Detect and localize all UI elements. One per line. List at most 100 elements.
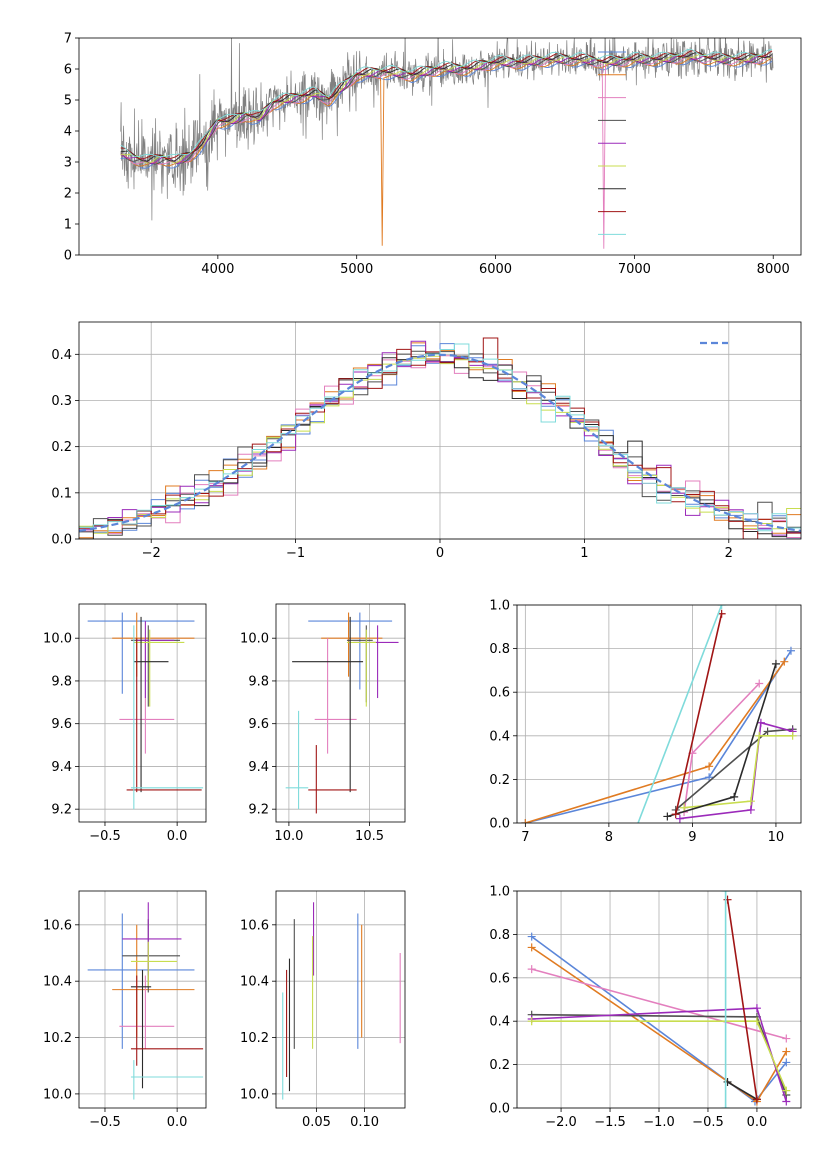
series-marker (780, 657, 789, 666)
series-line-7 (727, 1081, 758, 1100)
data-point (119, 638, 175, 754)
plot-area (527, 891, 791, 1108)
model-curve-6 (120, 53, 773, 164)
legend (598, 51, 626, 235)
x-tick-label: 0.0 (167, 829, 188, 844)
series-marker (723, 895, 732, 904)
y-tick-label: 10.6 (240, 918, 269, 933)
series-marker (680, 803, 689, 812)
series-marker (527, 965, 536, 974)
normal-reference-curve (79, 353, 801, 532)
series-line-9 (637, 605, 723, 823)
x-tick-label: 8000 (757, 262, 790, 277)
histogram-9 (79, 343, 801, 532)
y-tick-label: 9.2 (248, 803, 269, 818)
observed-spectrum (120, 38, 774, 221)
data-point (308, 745, 357, 814)
y-tick-label: 9.4 (51, 760, 72, 775)
y-tick-label: 9.8 (248, 674, 269, 689)
chart-residuals: −2 −1 0 1 2 0.0 0.1 0.2 0.3 0.4 (51, 321, 802, 561)
x-tick-label: 8 (605, 830, 613, 845)
plot-area (87, 902, 204, 1100)
y-tick-label: 0.2 (51, 440, 72, 455)
series-marker (527, 943, 536, 952)
y-tick-label: 10.0 (43, 1087, 72, 1102)
model-curve-9 (120, 48, 773, 158)
series-marker (721, 1104, 730, 1108)
series-marker (752, 1004, 761, 1013)
x-tick-label: −2.0 (545, 1115, 577, 1130)
data-point (130, 1060, 204, 1100)
y-tick-label: 9.4 (248, 760, 269, 775)
x-tick-label: 0.0 (747, 1115, 768, 1130)
series-marker (730, 792, 739, 801)
series-marker (675, 814, 684, 823)
axes-frame (78, 321, 802, 540)
y-tick-label: 0.0 (489, 817, 510, 832)
plot-area (282, 902, 401, 1100)
x-tick-label: 5000 (340, 262, 373, 277)
y-tick-label: 9.6 (51, 717, 72, 732)
series-marker (630, 830, 638, 838)
plot-area (521, 605, 797, 838)
series-marker (746, 797, 755, 806)
chart-massweight-vs-age: 7 8 9 10 0.0 0.2 0.4 0.6 0.8 1.0 (489, 599, 802, 845)
axes-frame (78, 603, 207, 823)
chart-age-vs-mass: 10.0 10.5 9.2 9.4 9.6 9.8 10.0 (240, 603, 406, 844)
series-marker (763, 727, 772, 736)
y-tick-label: 0.4 (51, 348, 72, 363)
y-tick-label: 10.2 (43, 1031, 72, 1046)
axes-frame (78, 890, 207, 1109)
plot-area (285, 612, 399, 814)
data-point (321, 612, 383, 677)
x-tick-label: −1.0 (643, 1115, 675, 1130)
y-tick-label: 3 (64, 156, 72, 171)
y-tick-label: 0.4 (489, 729, 510, 744)
x-tick-label: 4000 (201, 262, 234, 277)
x-tick-label: −1.5 (594, 1115, 626, 1130)
y-tick-label: 7 (64, 32, 72, 47)
model-curve-8 (120, 50, 773, 160)
x-tick-label: 9 (688, 830, 696, 845)
series-marker (527, 932, 536, 941)
data-point (346, 629, 376, 707)
series-line-2 (525, 661, 785, 823)
y-tick-label: 0 (64, 249, 72, 264)
series-marker (782, 1034, 791, 1043)
model-curve-3 (120, 56, 773, 249)
series-line-6 (684, 735, 793, 809)
y-tick-label: 10.0 (240, 632, 269, 647)
x-tick-label: 10 (768, 830, 785, 845)
axes-frame (78, 37, 802, 256)
series-marker (671, 810, 680, 819)
series-marker (782, 1058, 791, 1067)
y-tick-label: 0.6 (489, 971, 510, 986)
axes-frame (275, 890, 406, 1109)
x-tick-label: 2 (725, 546, 733, 561)
chart-mass-vs-Z: −0.5 0.0 10.0 10.2 10.4 10.6 (43, 890, 207, 1130)
series-marker (752, 1095, 761, 1104)
y-tick-label: 0.8 (489, 642, 510, 657)
series-marker (746, 805, 755, 814)
x-tick-label: −0.5 (692, 1115, 724, 1130)
x-tick-label: −2 (142, 546, 161, 561)
plot-area (120, 38, 774, 249)
y-tick-label: 1.0 (489, 599, 510, 614)
y-tick-label: 9.6 (248, 717, 269, 732)
series-marker (752, 1017, 761, 1026)
y-tick-label: 9.8 (51, 674, 72, 689)
series-marker (782, 1097, 791, 1106)
chart-age-vs-Z: −0.5 0.0 9.2 9.4 9.6 9.8 10.0 (43, 603, 207, 844)
series-line-8 (726, 899, 758, 1100)
y-tick-label: 0.3 (51, 394, 72, 409)
data-point (130, 625, 181, 707)
data-point (292, 616, 364, 793)
series-marker (782, 1086, 791, 1095)
y-tick-label: 0.0 (489, 1102, 510, 1117)
axes-frame (516, 604, 802, 824)
series-marker (755, 731, 764, 740)
data-point (133, 629, 185, 707)
data-point (126, 638, 202, 793)
x-tick-label: 10.5 (355, 829, 384, 844)
